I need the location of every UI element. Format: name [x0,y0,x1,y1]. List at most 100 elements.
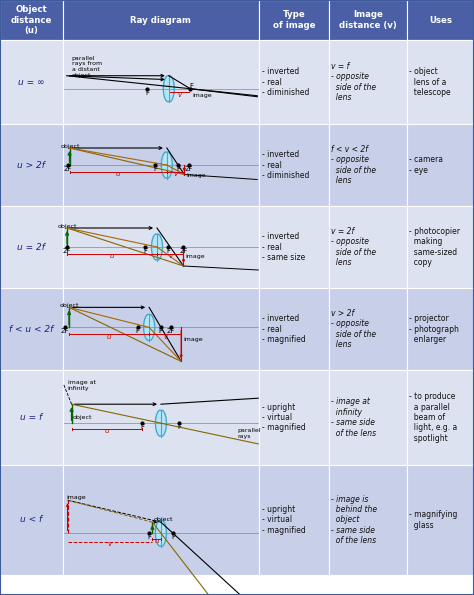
Bar [0,40,63,124]
Bar [0,206,63,288]
Text: object: object [73,415,92,419]
Text: object: object [58,224,77,228]
Bar [329,40,407,124]
Text: image: image [193,93,212,98]
Bar [329,206,407,288]
Text: v = 2f
- opposite
  side of the
  lens: v = 2f - opposite side of the lens [331,227,376,267]
Bar [63,40,259,124]
Text: 2F: 2F [179,248,188,254]
Text: v: v [168,253,173,259]
Text: F: F [172,534,175,540]
Bar [407,124,474,206]
Text: f < u < 2f: f < u < 2f [9,324,54,334]
Text: F: F [144,248,147,254]
Text: u = f: u = f [20,413,42,422]
Bar [259,124,329,206]
Text: u: u [105,428,109,434]
Text: 2F: 2F [64,166,72,172]
Text: - upright
- virtual
- magnified: - upright - virtual - magnified [262,505,306,535]
Text: - inverted
- real
- same size: - inverted - real - same size [262,232,305,262]
Text: Object
distance
(u): Object distance (u) [10,5,52,35]
Bar [407,40,474,124]
Text: u = ∞: u = ∞ [18,77,45,86]
Bar [407,370,474,465]
Text: F: F [153,166,157,172]
Bar [63,0,259,40]
Bar [63,124,259,206]
Bar [63,206,259,288]
Text: F: F [177,424,182,430]
Polygon shape [155,411,166,436]
Bar [259,465,329,575]
Text: parallel
rays from
a distant
object: parallel rays from a distant object [72,55,102,78]
Text: parallel
rays: parallel rays [237,428,261,439]
Bar [329,0,407,40]
Bar [259,288,329,370]
Text: image at
infinity: image at infinity [68,380,96,390]
Bar [407,0,474,40]
Text: F: F [189,83,193,89]
Text: - magnifying
  glass: - magnifying glass [409,511,457,530]
Text: F: F [176,166,180,172]
Text: Uses: Uses [429,15,452,24]
Text: - object
  lens of a
  telescope: - object lens of a telescope [409,67,450,97]
Text: image: image [183,337,203,342]
Bar [63,465,259,575]
Text: u: u [110,253,114,259]
Text: 2F: 2F [185,166,193,172]
Text: F: F [135,328,139,334]
Text: v: v [173,171,178,177]
Text: - upright
- virtual
- magnified: - upright - virtual - magnified [262,403,306,433]
Text: - inverted
- real
- diminished: - inverted - real - diminished [262,67,309,97]
Text: u: u [116,171,120,177]
Text: u: u [107,334,111,340]
Text: F: F [159,328,163,334]
Text: - to produce
  a parallel
  beam of
  light, e.g. a
  spotlight: - to produce a parallel beam of light, e… [409,392,457,443]
Bar [259,0,329,40]
Text: - inverted
- real
- diminished: - inverted - real - diminished [262,150,309,180]
Polygon shape [144,315,155,340]
Text: image: image [185,254,205,259]
Text: F: F [166,248,171,254]
Text: u = 2f: u = 2f [18,243,45,252]
Text: Type
of image: Type of image [273,10,316,30]
Bar [0,288,63,370]
Text: F: F [147,534,151,540]
Bar [0,0,63,40]
Text: u: u [155,538,159,544]
Polygon shape [155,521,166,546]
Text: f < v < 2f
- opposite
  side of the
  lens: f < v < 2f - opposite side of the lens [331,145,376,185]
Bar [329,370,407,465]
Text: v = f
- opposite
  side of the
  lens: v = f - opposite side of the lens [331,62,376,102]
Text: 2F: 2F [167,328,175,334]
Text: F: F [146,90,149,96]
Bar [407,206,474,288]
Text: object: object [60,143,80,149]
Bar [63,370,259,465]
Text: - camera
- eye: - camera - eye [409,155,443,175]
Bar [329,124,407,206]
Text: v > 2f
- opposite
  side of the
  lens: v > 2f - opposite side of the lens [331,309,376,349]
Text: - projector
- photograph
  enlarger: - projector - photograph enlarger [409,314,458,344]
Polygon shape [152,234,163,260]
Bar [407,288,474,370]
Text: - inverted
- real
- magnified: - inverted - real - magnified [262,314,306,344]
Bar [0,370,63,465]
Bar [407,465,474,575]
Text: image: image [66,494,86,500]
Text: image: image [187,173,207,178]
Text: Ray diagram: Ray diagram [130,15,191,24]
Bar [0,465,63,575]
Bar [63,288,259,370]
Bar [329,465,407,575]
Text: - image is
  behind the
  object
- same side
  of the lens: - image is behind the object - same side… [331,494,378,545]
Text: v: v [177,92,182,98]
Bar [259,370,329,465]
Bar [0,124,63,206]
Text: F: F [140,424,145,430]
Polygon shape [164,76,174,102]
Text: 2F: 2F [63,248,71,254]
Text: u < f: u < f [20,515,42,525]
Text: u > 2f: u > 2f [18,161,45,170]
Text: - photocopier
  making
  same-sized
  copy: - photocopier making same-sized copy [409,227,460,267]
